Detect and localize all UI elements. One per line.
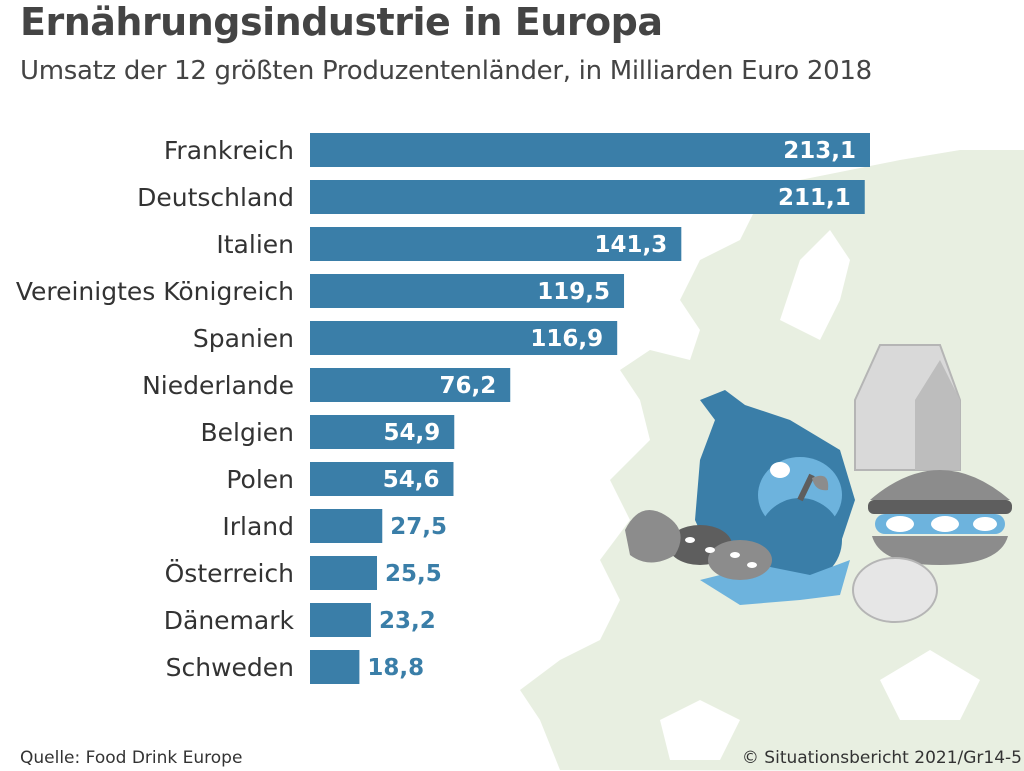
category-label-0: Frankreich — [164, 136, 294, 165]
category-label-7: Polen — [226, 465, 294, 494]
bar-3 — [310, 274, 625, 308]
bar-8 — [310, 509, 383, 543]
category-label-9: Österreich — [165, 559, 294, 588]
garlic-icon — [625, 510, 681, 563]
value-label-11: 18,8 — [367, 655, 424, 681]
value-label-1: 211,1 — [778, 185, 851, 211]
bars-group: Frankreich 213,1 Deutschland 211,1 Italien 14… — [16, 133, 870, 684]
egg-icon — [852, 557, 938, 623]
bar-0 — [310, 133, 870, 167]
value-label-5: 76,2 — [439, 373, 496, 399]
category-label-11: Schweden — [166, 653, 294, 682]
category-label-10: Dänemark — [164, 606, 295, 635]
bread-icon — [668, 525, 772, 580]
bar-2 — [310, 227, 682, 261]
source-note: Quelle: Food Drink Europe — [20, 748, 243, 768]
category-label-1: Deutschland — [137, 183, 294, 212]
burger-icon — [868, 470, 1012, 565]
bar-5 — [310, 368, 511, 402]
bar-11 — [310, 650, 360, 684]
milk-carton-icon — [854, 344, 961, 471]
category-label-5: Niederlande — [142, 371, 294, 400]
copyright-note: © Situationsbericht 2021/Gr14-5 — [741, 748, 1022, 768]
category-label-4: Spanien — [193, 324, 294, 353]
value-label-8: 27,5 — [390, 514, 447, 540]
category-label-8: Irland — [222, 512, 294, 541]
apple-icon — [758, 473, 842, 582]
bar-7 — [310, 462, 454, 496]
category-label-2: Italien — [216, 230, 294, 259]
value-label-0: 213,1 — [783, 138, 856, 164]
category-label-6: Belgien — [200, 418, 294, 447]
page-title: Ernährungsindustrie in Europa — [20, 0, 663, 44]
value-label-9: 25,5 — [385, 561, 442, 587]
value-label-6: 54,9 — [384, 420, 441, 446]
value-label-3: 119,5 — [537, 279, 610, 305]
value-label-10: 23,2 — [379, 608, 436, 634]
page-subtitle: Umsatz der 12 größten Produzentenländer,… — [20, 56, 872, 86]
bar-6 — [310, 415, 455, 449]
value-label-4: 116,9 — [530, 326, 603, 352]
food-illustration — [625, 344, 1012, 623]
value-label-2: 141,3 — [595, 232, 668, 258]
bar-10 — [310, 603, 371, 637]
bar-4 — [310, 321, 618, 355]
bar-1 — [310, 180, 865, 214]
category-label-3: Vereinigtes Königreich — [16, 277, 294, 306]
value-label-7: 54,6 — [383, 467, 440, 493]
bar-9 — [310, 556, 378, 590]
